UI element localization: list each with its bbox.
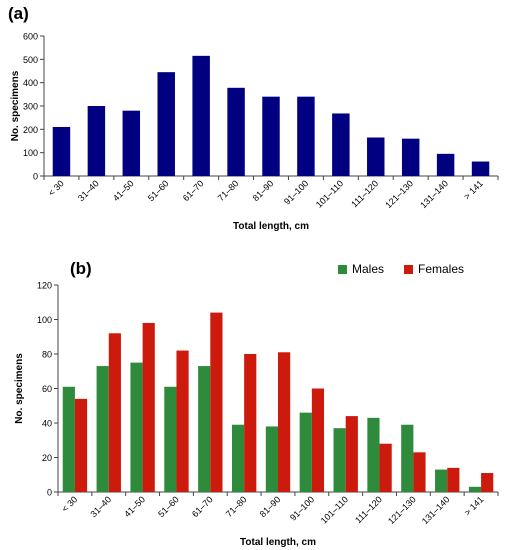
- x-tick-label: < 30: [46, 178, 66, 198]
- legend-item-females: Females: [404, 262, 464, 276]
- y-tick-label: 120: [37, 281, 52, 291]
- bar-females: [311, 388, 325, 492]
- bar: [297, 96, 315, 176]
- y-tick-label: 500: [23, 55, 38, 65]
- x-tick-label: 41–50: [111, 178, 136, 203]
- legend-swatch-females: [404, 264, 413, 274]
- x-tick-label: 71–80: [224, 494, 249, 519]
- x-tick-label: 101–110: [319, 494, 350, 525]
- bar-females: [210, 312, 223, 492]
- legend-label-females: Females: [418, 262, 465, 276]
- bar-females: [481, 473, 494, 492]
- y-tick-label: 400: [23, 78, 38, 88]
- x-tick-label: 61–70: [181, 178, 206, 203]
- x-tick-label: 91–100: [288, 494, 316, 522]
- bar-females: [142, 322, 155, 492]
- bar: [367, 137, 385, 176]
- y-axis-title: No. specimens: [14, 353, 25, 424]
- bar: [471, 161, 490, 176]
- bar-males: [299, 412, 312, 492]
- x-axis-title: Total length, cm: [233, 221, 309, 232]
- x-tick-label: 61–70: [190, 494, 215, 519]
- y-tick-label: 300: [23, 102, 38, 112]
- bar-females: [345, 416, 358, 492]
- bar: [436, 153, 455, 176]
- bar: [52, 127, 71, 176]
- y-tick-label: 100: [37, 315, 52, 325]
- legend-item-males: Males: [338, 262, 384, 276]
- x-tick-label: 81–90: [258, 494, 283, 519]
- x-tick-label: > 141: [462, 178, 485, 201]
- bar-males: [164, 386, 177, 492]
- x-tick-label: 51–60: [146, 178, 171, 203]
- y-tick-label: 60: [42, 384, 52, 394]
- x-tick-label: < 30: [60, 494, 80, 514]
- y-tick-label: 200: [23, 125, 38, 135]
- bar-males: [435, 469, 448, 492]
- legend-swatch-males: [338, 264, 347, 274]
- bar: [157, 72, 175, 176]
- bar-females: [379, 443, 392, 492]
- x-tick-label: 131–140: [418, 178, 450, 210]
- x-tick-label: 121–130: [383, 178, 415, 210]
- y-tick-label: 100: [23, 148, 38, 158]
- x-tick-label: 131–140: [420, 494, 452, 526]
- bar-males: [265, 426, 278, 492]
- bar-females: [278, 352, 291, 492]
- bar-males: [231, 424, 245, 492]
- bar-males: [468, 486, 482, 492]
- x-tick-label: 41–50: [122, 494, 147, 519]
- y-tick-label: 20: [42, 453, 52, 463]
- x-tick-label: 31–40: [76, 178, 101, 203]
- panel-label-a: (a): [8, 4, 29, 23]
- bar-females: [108, 333, 121, 492]
- bar-females: [74, 398, 88, 492]
- bar: [122, 110, 141, 176]
- bar-males: [367, 417, 380, 492]
- bar-females: [413, 452, 426, 492]
- x-tick-label: 111–120: [349, 178, 380, 209]
- y-tick-label: 600: [23, 32, 38, 42]
- x-tick-label: 81–90: [251, 178, 276, 203]
- y-tick-label: 0: [47, 488, 52, 498]
- y-axis-title: No. specimens: [10, 70, 21, 141]
- bar: [332, 113, 350, 176]
- bar-males: [62, 386, 75, 492]
- legend-label-males: Males: [352, 262, 385, 276]
- chart-b: 0 20 40 60 80 100 120 < 30 31–40 41–50 51–60 61–70 7…: [14, 281, 499, 548]
- bar: [401, 138, 420, 176]
- bar-males: [401, 424, 414, 492]
- bar-males: [96, 366, 109, 492]
- bar-females: [244, 354, 257, 492]
- x-axis-title: Total length, cm: [240, 537, 316, 548]
- x-tick-label: 91–100: [282, 178, 310, 206]
- bar-males: [130, 362, 143, 492]
- bar: [227, 87, 245, 176]
- bar: [87, 106, 106, 176]
- x-tick-label: 71–80: [216, 178, 241, 203]
- x-tick-label: > 141: [462, 494, 485, 517]
- bar-males: [333, 428, 346, 492]
- x-tick-label: 121–130: [386, 494, 418, 526]
- bar: [262, 96, 280, 176]
- bar-females: [447, 467, 460, 492]
- bar-males: [198, 366, 211, 492]
- x-tick-label: 31–40: [88, 494, 113, 519]
- x-tick-label: 111–120: [353, 494, 384, 525]
- y-tick-label: 40: [42, 419, 52, 429]
- bar: [192, 55, 210, 177]
- x-tick-label: 101–110: [314, 178, 345, 209]
- x-tick-label: 51–60: [156, 494, 181, 519]
- panel-label-b: (b): [70, 259, 92, 278]
- chart-a: 0 100 200 300 400 500 600 < 30 31–40 41–50 51–60 61…: [10, 32, 499, 232]
- bar-females: [176, 350, 189, 492]
- y-tick-label: 80: [42, 350, 52, 360]
- y-tick-label: 0: [33, 172, 38, 182]
